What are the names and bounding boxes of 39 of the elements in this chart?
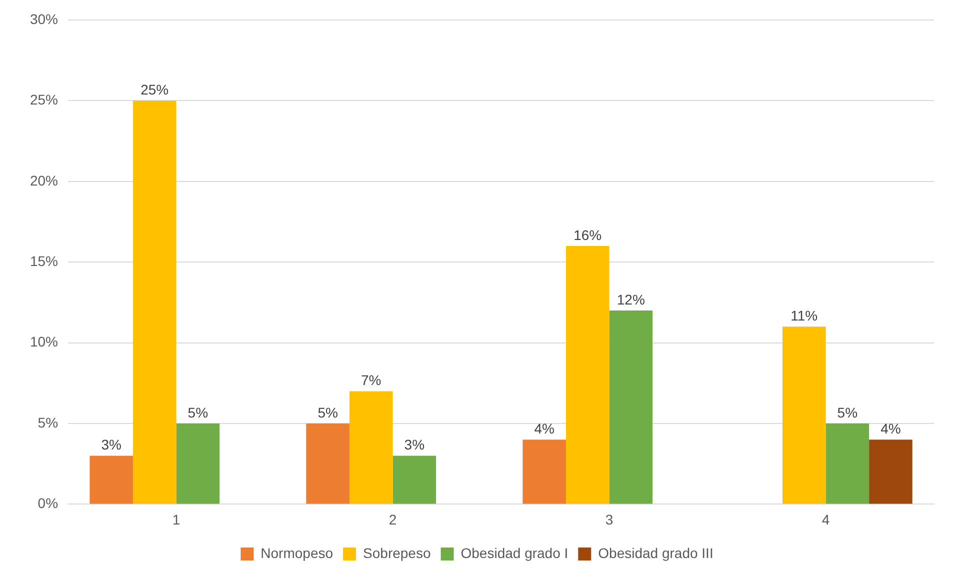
data-label: 3% <box>101 436 122 453</box>
bar <box>306 424 350 504</box>
data-label: 16% <box>574 226 602 243</box>
data-label: 12% <box>616 291 645 308</box>
x-tick-label: 2 <box>388 511 397 528</box>
bar <box>566 246 610 504</box>
data-label: 5% <box>318 404 338 420</box>
bar <box>90 456 133 504</box>
y-tick-label: 10% <box>30 334 58 350</box>
data-label: 11% <box>790 308 818 324</box>
data-label: 7% <box>360 372 382 388</box>
data-label: 4% <box>534 420 554 436</box>
legend-label: Obesidad grado I <box>460 544 568 561</box>
bar <box>176 424 220 504</box>
bar <box>869 440 912 504</box>
y-tick-label: 5% <box>38 414 58 430</box>
legend-label: Sobrepeso <box>363 544 431 561</box>
data-label: 3% <box>404 436 425 453</box>
bar <box>392 456 436 504</box>
data-label: 5% <box>188 404 208 420</box>
bar <box>782 326 826 504</box>
x-tick-label: 4 <box>822 511 830 528</box>
bar <box>522 440 566 504</box>
y-tick-label: 20% <box>30 172 58 188</box>
data-label: 4% <box>880 420 901 436</box>
y-tick-label: 15% <box>30 252 58 269</box>
y-tick-label: 25% <box>30 92 58 108</box>
y-tick-label: 30% <box>30 10 58 27</box>
bar <box>132 100 176 504</box>
legend-label: Normopeso <box>260 544 334 561</box>
y-tick-label: 0% <box>38 495 58 512</box>
x-tick-label: 3 <box>605 511 614 528</box>
data-label: 25% <box>140 82 169 98</box>
bar <box>609 310 653 504</box>
bar <box>826 424 870 504</box>
data-label: 5% <box>837 404 858 420</box>
legend-label: Obesidad grado III <box>598 544 714 561</box>
bar <box>349 391 393 504</box>
x-tick-label: 1 <box>172 511 180 528</box>
